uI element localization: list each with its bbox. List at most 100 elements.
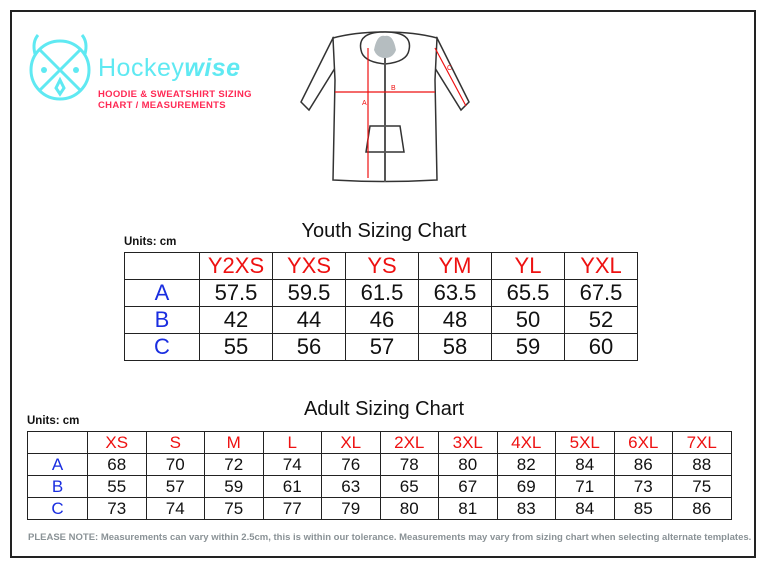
- measurement-label: B: [124, 306, 200, 334]
- table-row: B 42 44 46 48 50 52: [124, 306, 638, 334]
- measurement-value: 67.5: [564, 279, 638, 307]
- measurement-value: 75: [672, 475, 732, 498]
- measurement-value: 57: [145, 475, 205, 498]
- measurement-value: 42: [199, 306, 273, 334]
- measurement-value: 86: [672, 497, 732, 520]
- subtitle-line-2: CHART / MEASUREMENTS: [98, 100, 226, 111]
- empty-cell: [27, 431, 88, 454]
- measurement-value: 86: [613, 453, 673, 476]
- size-header: XL: [321, 431, 381, 454]
- measurement-value: 75: [204, 497, 264, 520]
- measurement-label: A: [124, 279, 200, 307]
- measurement-value: 60: [564, 333, 638, 361]
- measurement-value: 56: [272, 333, 346, 361]
- size-header: YS: [345, 252, 419, 280]
- empty-cell: [124, 252, 200, 280]
- table-row: C 55 56 57 58 59 60: [124, 333, 638, 361]
- measurement-value: 44: [272, 306, 346, 334]
- size-header: YM: [418, 252, 492, 280]
- measurement-value: 80: [379, 497, 439, 520]
- youth-chart-title: Youth Sizing Chart: [301, 220, 467, 242]
- table-header-row: XS S M L XL 2XL 3XL 4XL 5XL 6XL 7XL: [27, 431, 732, 454]
- brand-name: Hockeywise: [98, 54, 241, 83]
- diagram-label-a: A: [362, 100, 367, 107]
- youth-units: Units: cm: [124, 236, 177, 248]
- measurement-value: 52: [564, 306, 638, 334]
- measurement-value: 69: [496, 475, 556, 498]
- measurement-value: 82: [496, 453, 556, 476]
- measurement-value: 79: [321, 497, 381, 520]
- measurement-label: C: [27, 497, 88, 520]
- measurement-value: 59: [491, 333, 565, 361]
- size-header: YXL: [564, 252, 638, 280]
- table-row: A 57.5 59.5 61.5 63.5 65.5 67.5: [124, 279, 638, 307]
- measurement-value: 68: [87, 453, 147, 476]
- measurement-value: 77: [262, 497, 322, 520]
- hoodie-diagram-icon: A B C: [300, 31, 470, 183]
- measurement-value: 76: [321, 453, 381, 476]
- measurement-value: 65.5: [491, 279, 565, 307]
- measurement-value: 70: [145, 453, 205, 476]
- measurement-value: 46: [345, 306, 419, 334]
- page-border: [10, 10, 756, 558]
- measurement-value: 65: [379, 475, 439, 498]
- measurement-value: 85: [613, 497, 673, 520]
- measurement-value: 63.5: [418, 279, 492, 307]
- measurement-label: A: [27, 453, 88, 476]
- measurement-value: 61.5: [345, 279, 419, 307]
- measurement-value: 74: [145, 497, 205, 520]
- tolerance-note: PLEASE NOTE: Measurements can vary withi…: [28, 532, 752, 543]
- measurement-value: 78: [379, 453, 439, 476]
- measurement-value: 83: [496, 497, 556, 520]
- table-row: A 68 70 72 74 76 78 80 82 84 86 88: [27, 453, 732, 476]
- adult-units: Units: cm: [27, 415, 80, 427]
- hockeywise-owl-logo-icon: [29, 34, 91, 101]
- measurement-value: 50: [491, 306, 565, 334]
- measurement-value: 67: [438, 475, 498, 498]
- measurement-value: 59.5: [272, 279, 346, 307]
- brand-name-bold: wise: [184, 54, 241, 82]
- subtitle-line-1: HOODIE & SWEATSHIRT SIZING: [98, 89, 252, 100]
- measurement-value: 57: [345, 333, 419, 361]
- diagram-label-b: B: [391, 85, 396, 92]
- measurement-value: 73: [87, 497, 147, 520]
- diagram-label-c: C: [447, 65, 452, 72]
- measurement-value: 55: [199, 333, 273, 361]
- measurement-value: 61: [262, 475, 322, 498]
- size-header: XS: [87, 431, 147, 454]
- measurement-value: 59: [204, 475, 264, 498]
- measurement-value: 55: [87, 475, 147, 498]
- measurement-value: 73: [613, 475, 673, 498]
- youth-size-table: Y2XS YXS YS YM YL YXL A 57.5 59.5 61.5 63.5 65.5 67…: [124, 252, 638, 361]
- measurement-value: 81: [438, 497, 498, 520]
- adult-chart-title: Adult Sizing Chart: [303, 398, 465, 420]
- measurement-value: 63: [321, 475, 381, 498]
- measurement-value: 72: [204, 453, 264, 476]
- size-header: 7XL: [672, 431, 732, 454]
- measurement-value: 48: [418, 306, 492, 334]
- size-header: S: [145, 431, 205, 454]
- measurement-value: 74: [262, 453, 322, 476]
- size-header: M: [204, 431, 264, 454]
- measurement-label: B: [27, 475, 88, 498]
- measurement-value: 71: [555, 475, 615, 498]
- size-header: 2XL: [379, 431, 439, 454]
- table-row: B 55 57 59 61 63 65 67 69 71 73 75: [27, 475, 732, 498]
- adult-size-table: XS S M L XL 2XL 3XL 4XL 5XL 6XL 7XL A 68 70 72 74 76 78 8…: [27, 431, 732, 520]
- measurement-label: C: [124, 333, 200, 361]
- size-header: YXS: [272, 252, 346, 280]
- size-header: 3XL: [438, 431, 498, 454]
- size-header: 6XL: [613, 431, 673, 454]
- size-header: 4XL: [496, 431, 556, 454]
- table-header-row: Y2XS YXS YS YM YL YXL: [124, 252, 638, 280]
- measurement-value: 80: [438, 453, 498, 476]
- size-header: YL: [491, 252, 565, 280]
- size-header: L: [262, 431, 322, 454]
- table-row: C 73 74 75 77 79 80 81 83 84 85 86: [27, 497, 732, 520]
- measurement-value: 58: [418, 333, 492, 361]
- measurement-value: 88: [672, 453, 732, 476]
- measurement-value: 84: [555, 497, 615, 520]
- measurement-value: 84: [555, 453, 615, 476]
- brand-name-light: Hockey: [98, 54, 185, 82]
- size-header: 5XL: [555, 431, 615, 454]
